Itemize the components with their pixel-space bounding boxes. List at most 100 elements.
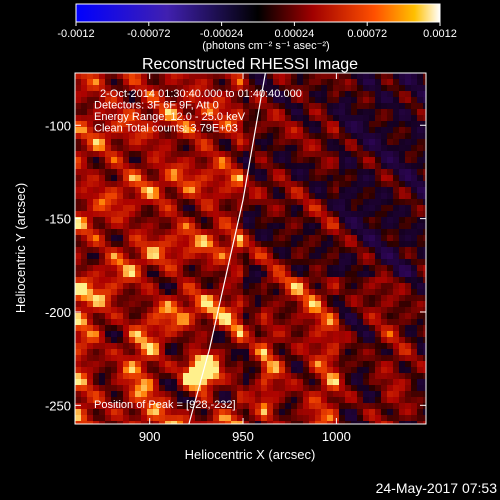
heatmap-cell bbox=[117, 409, 124, 416]
heatmap-cell bbox=[351, 265, 358, 272]
heatmap-cell bbox=[213, 385, 220, 392]
heatmap-cell bbox=[111, 385, 118, 392]
heatmap-cell bbox=[105, 139, 112, 146]
heatmap-cell bbox=[207, 91, 214, 98]
heatmap-cell bbox=[339, 109, 346, 116]
heatmap-cell bbox=[177, 247, 184, 254]
heatmap-cell bbox=[369, 139, 376, 146]
heatmap-cell bbox=[405, 409, 412, 416]
heatmap-cell bbox=[369, 397, 376, 404]
heatmap-cell bbox=[381, 163, 388, 170]
heatmap-cell bbox=[141, 283, 148, 290]
heatmap-cell bbox=[141, 403, 148, 410]
heatmap-cell bbox=[105, 79, 112, 86]
heatmap-cell bbox=[99, 277, 106, 284]
heatmap-cell bbox=[243, 379, 250, 386]
heatmap-cell bbox=[279, 355, 286, 362]
heatmap-cell bbox=[117, 403, 124, 410]
heatmap-cell bbox=[165, 397, 172, 404]
heatmap-cell bbox=[399, 409, 406, 416]
heatmap-cell bbox=[93, 139, 100, 146]
heatmap-cell bbox=[183, 229, 190, 236]
heatmap-cell bbox=[261, 391, 268, 398]
heatmap-cell bbox=[291, 259, 298, 266]
heatmap-cell bbox=[399, 193, 406, 200]
heatmap-cell bbox=[87, 349, 94, 356]
heatmap-cell bbox=[369, 319, 376, 326]
heatmap-cell bbox=[273, 313, 280, 320]
heatmap-cell bbox=[159, 73, 166, 80]
heatmap-cell bbox=[327, 409, 334, 416]
heatmap-cell bbox=[309, 253, 316, 260]
heatmap-cell bbox=[351, 85, 358, 92]
heatmap-cell bbox=[423, 337, 426, 344]
heatmap-cell bbox=[225, 361, 232, 368]
heatmap-cell bbox=[189, 97, 196, 104]
heatmap-cell bbox=[225, 85, 232, 92]
heatmap-cell bbox=[327, 349, 334, 356]
heatmap-cell bbox=[183, 97, 190, 104]
heatmap-cell bbox=[291, 181, 298, 188]
heatmap-cell bbox=[267, 367, 274, 374]
heatmap-cell bbox=[387, 229, 394, 236]
heatmap-cell bbox=[153, 211, 160, 218]
heatmap-cell bbox=[225, 163, 232, 170]
heatmap-cell bbox=[81, 247, 88, 254]
heatmap-cell bbox=[387, 205, 394, 212]
heatmap-cell bbox=[123, 367, 130, 374]
heatmap-cell bbox=[225, 337, 232, 344]
heatmap-cell bbox=[159, 325, 166, 332]
heatmap-cell bbox=[171, 289, 178, 296]
heatmap-cell bbox=[357, 145, 364, 152]
heatmap-cell bbox=[399, 241, 406, 248]
heatmap-cell bbox=[321, 223, 328, 230]
heatmap-cell bbox=[135, 157, 142, 164]
heatmap-cell bbox=[387, 259, 394, 266]
heatmap-cell bbox=[213, 391, 220, 398]
heatmap-cell bbox=[75, 391, 82, 398]
heatmap-cell bbox=[81, 385, 88, 392]
heatmap-cell bbox=[285, 283, 292, 290]
heatmap-cell bbox=[423, 73, 426, 80]
heatmap-cell bbox=[81, 307, 88, 314]
heatmap-cell bbox=[195, 379, 202, 386]
heatmap-cell bbox=[267, 217, 274, 224]
heatmap-cell bbox=[399, 313, 406, 320]
heatmap-cell bbox=[105, 343, 112, 350]
heatmap-cell bbox=[195, 175, 202, 182]
heatmap-cell bbox=[393, 259, 400, 266]
heatmap-cell bbox=[249, 343, 256, 350]
heatmap-cell bbox=[399, 415, 406, 422]
heatmap-cell bbox=[279, 247, 286, 254]
heatmap-cell bbox=[267, 337, 274, 344]
heatmap-cell bbox=[369, 199, 376, 206]
heatmap-cell bbox=[225, 331, 232, 338]
colorbar-tick-label: 0.0012 bbox=[423, 28, 457, 40]
heatmap-cell bbox=[285, 385, 292, 392]
heatmap-cell bbox=[273, 277, 280, 284]
heatmap-cell bbox=[111, 217, 118, 224]
heatmap-cell bbox=[369, 193, 376, 200]
heatmap-cell bbox=[207, 325, 214, 332]
heatmap-cell bbox=[345, 145, 352, 152]
heatmap-cell bbox=[345, 325, 352, 332]
heatmap-cell bbox=[171, 139, 178, 146]
heatmap-cell bbox=[183, 259, 190, 266]
heatmap-cell bbox=[273, 103, 280, 110]
heatmap-cell bbox=[267, 199, 274, 206]
heatmap-cell bbox=[297, 139, 304, 146]
heatmap-cell bbox=[273, 73, 280, 80]
heatmap-cell bbox=[159, 289, 166, 296]
heatmap-cell bbox=[327, 103, 334, 110]
heatmap-cell bbox=[405, 187, 412, 194]
heatmap-cell bbox=[357, 163, 364, 170]
heatmap-cell bbox=[303, 157, 310, 164]
heatmap-cell bbox=[111, 301, 118, 308]
heatmap-cell bbox=[195, 289, 202, 296]
heatmap-cell bbox=[231, 391, 238, 398]
heatmap-cell bbox=[243, 385, 250, 392]
heatmap-cell bbox=[111, 115, 118, 122]
heatmap-cell bbox=[195, 139, 202, 146]
heatmap-cell bbox=[225, 385, 232, 392]
heatmap-cell bbox=[159, 223, 166, 230]
